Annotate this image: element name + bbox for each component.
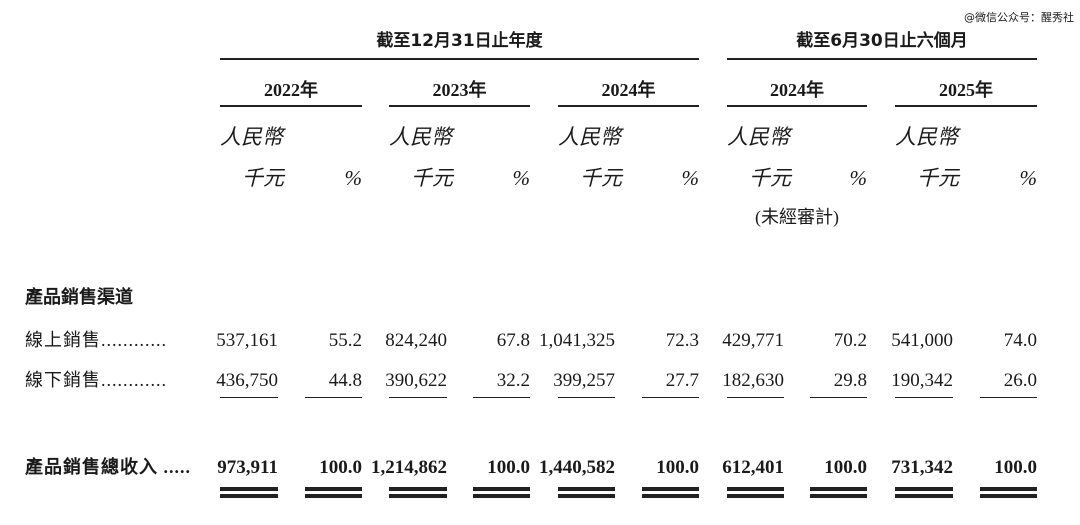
cell: 55.2	[328, 330, 362, 351]
rule	[473, 397, 530, 399]
cell: 100.0	[994, 457, 1037, 478]
cell: 72.3	[665, 330, 699, 351]
group-header: 截至6月30日止六個月	[796, 31, 968, 51]
cell: 32.2	[496, 370, 530, 391]
year-header: 2025年	[939, 80, 993, 100]
rule	[473, 487, 530, 491]
rule	[895, 397, 953, 399]
cell: 612,401	[722, 457, 784, 478]
cell: 100.0	[824, 457, 867, 478]
rule	[389, 487, 447, 491]
cell: 100.0	[487, 457, 530, 478]
rule	[220, 397, 278, 399]
rule	[305, 494, 362, 498]
rule	[220, 487, 278, 491]
rule	[642, 487, 699, 491]
unit: %	[849, 166, 868, 190]
rule	[980, 494, 1037, 498]
rule	[389, 397, 447, 399]
note: (未經審計)	[755, 207, 839, 227]
currency: 人民幣	[220, 125, 283, 149]
unit: %	[344, 166, 363, 190]
rule	[220, 494, 278, 498]
currency: 人民幣	[895, 125, 958, 149]
year-header: 2023年	[432, 80, 487, 100]
rule	[810, 494, 867, 498]
row-label: 線下銷售............	[25, 370, 167, 390]
cell: 190,342	[891, 370, 953, 391]
rule	[220, 105, 362, 107]
rule	[220, 58, 699, 60]
cell: 1,440,582	[539, 457, 615, 478]
cell: 26.0	[1003, 370, 1037, 391]
rule	[727, 397, 784, 399]
cell: 390,622	[385, 370, 447, 391]
cell: 44.8	[328, 370, 362, 391]
rule	[895, 105, 1037, 107]
unit: %	[681, 166, 700, 190]
cell: 100.0	[656, 457, 699, 478]
rule	[980, 397, 1037, 399]
cell: 67.8	[496, 330, 530, 351]
unit: 千元	[242, 166, 284, 190]
rule	[558, 494, 615, 498]
unit: %	[1019, 166, 1038, 190]
cell: 399,257	[553, 370, 615, 391]
watermark: @微信公众号：醒秀社	[964, 11, 1074, 24]
cell: 973,911	[217, 457, 278, 478]
unit: 千元	[411, 166, 453, 190]
rule	[727, 58, 1037, 60]
rule	[810, 397, 867, 399]
rule	[305, 487, 362, 491]
cell: 436,750	[216, 370, 278, 391]
cell: 27.7	[665, 370, 699, 391]
row-label: 產品銷售總收入 .....	[25, 457, 191, 477]
unit: %	[512, 166, 531, 190]
rule	[558, 487, 615, 491]
year-header: 2022年	[264, 80, 318, 100]
rule	[305, 397, 362, 399]
cell: 74.0	[1003, 330, 1037, 351]
rule	[642, 397, 699, 399]
rule	[473, 494, 530, 498]
row-label: 線上銷售............	[25, 330, 167, 350]
cell: 70.2	[833, 330, 867, 351]
rule	[389, 105, 530, 107]
rule	[389, 494, 447, 498]
rule	[558, 397, 615, 399]
currency: 人民幣	[389, 125, 452, 149]
currency: 人民幣	[558, 125, 621, 149]
unit: 千元	[917, 166, 959, 190]
unit: 千元	[749, 166, 791, 190]
year-header: 2024年	[770, 80, 824, 100]
cell: 541,000	[891, 330, 953, 351]
cell: 182,630	[722, 370, 784, 391]
rule	[558, 105, 699, 107]
rule	[727, 494, 784, 498]
currency: 人民幣	[727, 125, 790, 149]
rule	[810, 487, 867, 491]
cell: 1,214,862	[371, 457, 447, 478]
group-header: 截至12月31日止年度	[376, 31, 543, 51]
cell: 537,161	[216, 330, 278, 351]
cell: 429,771	[722, 330, 784, 351]
cell: 100.0	[319, 457, 362, 478]
cell: 29.8	[833, 370, 867, 391]
cell: 1,041,325	[539, 330, 615, 351]
cell: 731,342	[891, 457, 953, 478]
unit: 千元	[580, 166, 622, 190]
rule	[727, 487, 784, 491]
rule	[642, 494, 699, 498]
section-title: 產品銷售渠道	[25, 287, 133, 308]
rule	[980, 487, 1037, 491]
rule	[895, 494, 953, 498]
year-header: 2024年	[601, 80, 656, 100]
cell: 824,240	[385, 330, 447, 351]
rule	[895, 487, 953, 491]
rule	[727, 105, 867, 107]
